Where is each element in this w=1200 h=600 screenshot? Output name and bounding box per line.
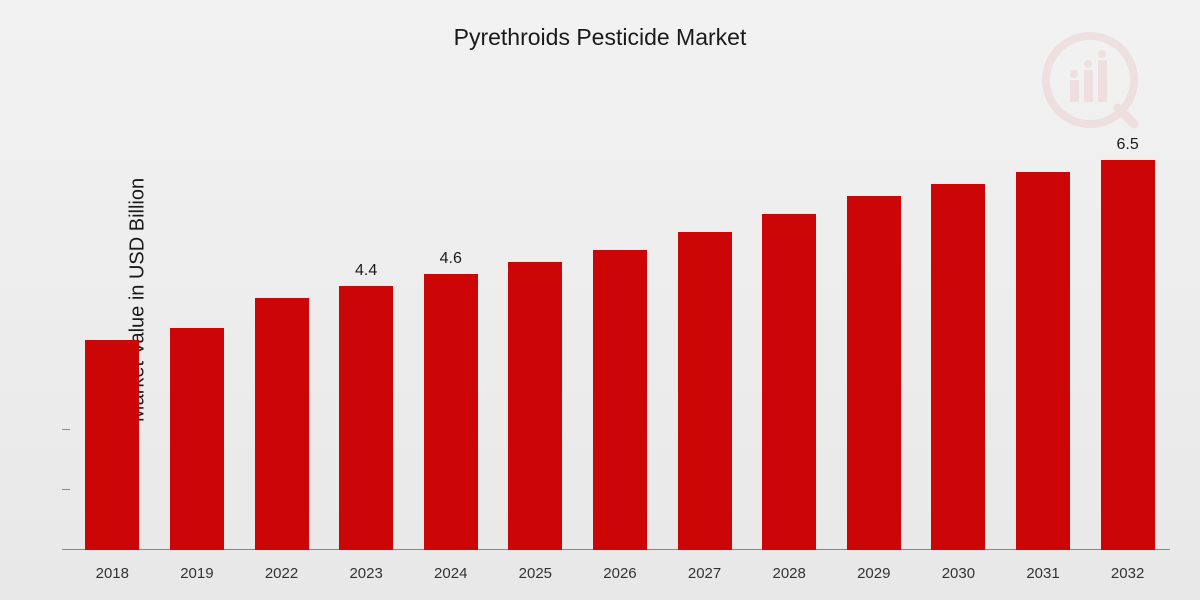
x-axis-label: 2023 [324, 565, 409, 582]
chart-plot-area: 4.4 4.6 6.5 [70, 130, 1170, 550]
bar [170, 328, 224, 550]
x-axis-label: 2027 [662, 565, 747, 582]
x-axis-label: 2031 [1001, 565, 1086, 582]
x-axis-labels: 2018201920222023202420252026202720282029… [70, 565, 1170, 582]
bar [678, 232, 732, 550]
x-axis-label: 2022 [239, 565, 324, 582]
bar-slot [155, 130, 240, 550]
bar-value-label: 4.6 [440, 250, 462, 268]
bar-slot [916, 130, 1001, 550]
y-tick [62, 549, 70, 550]
bar [255, 298, 309, 550]
x-axis-label: 2019 [155, 565, 240, 582]
x-axis-label: 2030 [916, 565, 1001, 582]
x-axis-label: 2029 [831, 565, 916, 582]
bar-value-label: 4.4 [355, 262, 377, 280]
bars-container: 4.4 4.6 6.5 [70, 130, 1170, 550]
bar [424, 274, 478, 550]
bar [1016, 172, 1070, 550]
bar [1101, 160, 1155, 550]
y-tick [62, 489, 70, 490]
x-axis-label: 2026 [578, 565, 663, 582]
y-tick [62, 429, 70, 430]
bar [931, 184, 985, 550]
x-axis-label: 2018 [70, 565, 155, 582]
bar-slot: 4.6 [408, 130, 493, 550]
bar-slot [831, 130, 916, 550]
watermark-logo [1040, 30, 1140, 130]
bar-slot [239, 130, 324, 550]
x-axis-label: 2032 [1085, 565, 1170, 582]
bar-value-label: 6.5 [1116, 136, 1138, 154]
bar-slot [493, 130, 578, 550]
x-axis-label: 2025 [493, 565, 578, 582]
x-axis-label: 2024 [408, 565, 493, 582]
bar [762, 214, 816, 550]
bar [593, 250, 647, 550]
bar-slot: 6.5 [1085, 130, 1170, 550]
chart-title: Pyrethroids Pesticide Market [0, 24, 1200, 51]
bar [339, 286, 393, 550]
bar-slot [578, 130, 663, 550]
bar-slot [70, 130, 155, 550]
bar-slot [1001, 130, 1086, 550]
bar [508, 262, 562, 550]
bar-slot [747, 130, 832, 550]
bar-slot [662, 130, 747, 550]
bar [85, 340, 139, 550]
x-axis-label: 2028 [747, 565, 832, 582]
bar [847, 196, 901, 550]
bar-slot: 4.4 [324, 130, 409, 550]
